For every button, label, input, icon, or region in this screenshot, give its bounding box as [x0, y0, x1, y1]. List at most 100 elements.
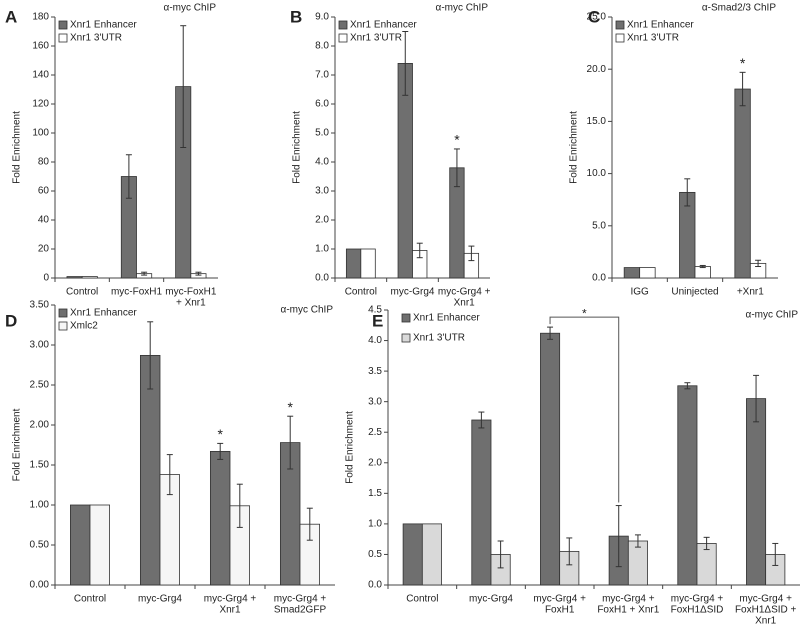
- bar: [81, 276, 98, 279]
- chart-title: α-myc ChIP: [746, 310, 799, 321]
- error-bar: [416, 242, 423, 259]
- error-bar: [753, 374, 760, 423]
- y-tick-label: 180: [32, 12, 49, 23]
- error-bar: [141, 271, 148, 276]
- x-tick-label: Xnr1: [219, 605, 241, 616]
- x-tick-label: FoxH1ΔSID +: [735, 605, 797, 616]
- error-bar: [703, 536, 710, 551]
- y-tick-label: 7.0: [315, 70, 329, 81]
- significance-mark: *: [454, 132, 460, 148]
- bar: [345, 248, 362, 279]
- bar: [66, 276, 83, 279]
- error-bar: [684, 178, 691, 207]
- legend-label: Xnr1 3'UTR: [70, 33, 122, 44]
- x-tick-label: myc-Grg4 +: [602, 594, 655, 605]
- error-bar: [566, 537, 573, 566]
- bar: [639, 267, 656, 279]
- y-tick-label: 2.00: [30, 420, 50, 431]
- legend-label: Xnr1 3'UTR: [627, 33, 679, 44]
- x-tick-label: myc-Grg4: [138, 594, 182, 605]
- x-tick-label: FoxH1: [545, 605, 575, 616]
- y-tick-label: 100: [32, 128, 49, 139]
- y-tick-label: 1.50: [30, 460, 50, 471]
- x-tick-label: Uninjected: [671, 287, 718, 298]
- error-bar: [634, 534, 641, 548]
- x-tick-label: Control: [66, 287, 98, 298]
- legend-swatch: [338, 20, 348, 30]
- error-bar: [217, 442, 224, 460]
- error-bar: [125, 154, 132, 199]
- y-axis-label: Fold Enrichment: [12, 408, 23, 481]
- y-axis-label: Fold Enrichment: [345, 411, 356, 484]
- significance-mark: *: [217, 426, 223, 442]
- y-tick-label: 4.0: [368, 335, 382, 346]
- y-tick-label: 4.0: [315, 157, 329, 168]
- bar: [360, 248, 376, 279]
- x-tick-label: myc-Grg4 +: [204, 594, 257, 605]
- significance-mark: *: [287, 399, 293, 415]
- chart-title: α-myc ChIP: [281, 305, 334, 316]
- significance-mark: *: [582, 306, 587, 320]
- error-bar: [166, 454, 173, 496]
- x-tick-label: myc-Grg4 +: [533, 594, 586, 605]
- legend-label: Xnr1 Enhancer: [413, 313, 480, 324]
- y-tick-label: 5.0: [592, 220, 606, 231]
- x-tick-label: myc-Grg4 +: [438, 287, 491, 298]
- x-tick-label: myc-FoxH1: [111, 287, 163, 298]
- y-tick-label: 3.00: [30, 340, 50, 351]
- legend-swatch: [401, 333, 411, 343]
- y-tick-label: 25.0: [587, 12, 607, 23]
- y-tick-label: 4.5: [368, 305, 382, 316]
- error-bar: [478, 411, 485, 429]
- legend-swatch: [338, 33, 348, 43]
- bar: [70, 504, 91, 586]
- significance-mark: *: [740, 55, 746, 71]
- y-tick-label: 0.0: [315, 273, 329, 284]
- error-bar: [497, 540, 504, 569]
- chart-title: α-Smad2/3 ChIP: [702, 3, 776, 14]
- x-tick-label: Control: [406, 594, 438, 605]
- x-tick-label: myc-Grg4 +: [739, 594, 792, 605]
- x-tick-label: myc-Grg4 +: [274, 594, 327, 605]
- y-tick-label: 3.50: [30, 300, 50, 311]
- y-tick-label: 3.5: [368, 366, 382, 377]
- bar: [89, 504, 111, 586]
- x-tick-label: Smad2GFP: [274, 605, 327, 616]
- legend-swatch: [58, 20, 68, 30]
- legend-label: Xmlc2: [70, 321, 98, 332]
- error-bar: [147, 321, 154, 390]
- panel-letter: C: [588, 7, 600, 26]
- y-tick-label: 8.0: [315, 41, 329, 52]
- y-tick-label: 1.00: [30, 500, 50, 511]
- y-tick-label: 60: [38, 186, 50, 197]
- y-tick-label: 9.0: [315, 12, 329, 23]
- x-tick-label: Control: [345, 287, 377, 298]
- x-tick-label: myc-Grg4: [469, 594, 513, 605]
- error-bar: [195, 271, 202, 276]
- legend-label: Xnr1 Enhancer: [70, 308, 137, 319]
- y-tick-label: 0.5: [368, 549, 382, 560]
- legend-label: Xnr1 3'UTR: [413, 333, 465, 344]
- x-tick-label: FoxH1 + Xnr1: [597, 605, 659, 616]
- x-tick-label: myc-FoxH1: [165, 287, 217, 298]
- panel-letter: A: [5, 7, 17, 26]
- error-bar: [699, 264, 706, 269]
- y-tick-label: 15.0: [587, 116, 607, 127]
- error-bar: [236, 483, 243, 528]
- x-tick-label: FoxH1ΔSID: [671, 605, 724, 616]
- legend-label: Xnr1 3'UTR: [350, 33, 402, 44]
- legend-swatch: [401, 313, 411, 323]
- chart-title: α-myc ChIP: [436, 3, 489, 14]
- y-tick-label: 3.0: [315, 186, 329, 197]
- error-bar: [615, 505, 622, 568]
- chart-title: α-myc ChIP: [164, 3, 217, 14]
- legend-swatch: [58, 33, 68, 43]
- y-tick-label: 2.5: [368, 427, 382, 438]
- error-bar: [180, 25, 187, 148]
- bar: [421, 523, 442, 586]
- x-tick-label: +Xnr1: [737, 287, 764, 298]
- error-bar: [287, 415, 294, 470]
- bar: [734, 88, 751, 279]
- panel-letter: B: [290, 7, 302, 26]
